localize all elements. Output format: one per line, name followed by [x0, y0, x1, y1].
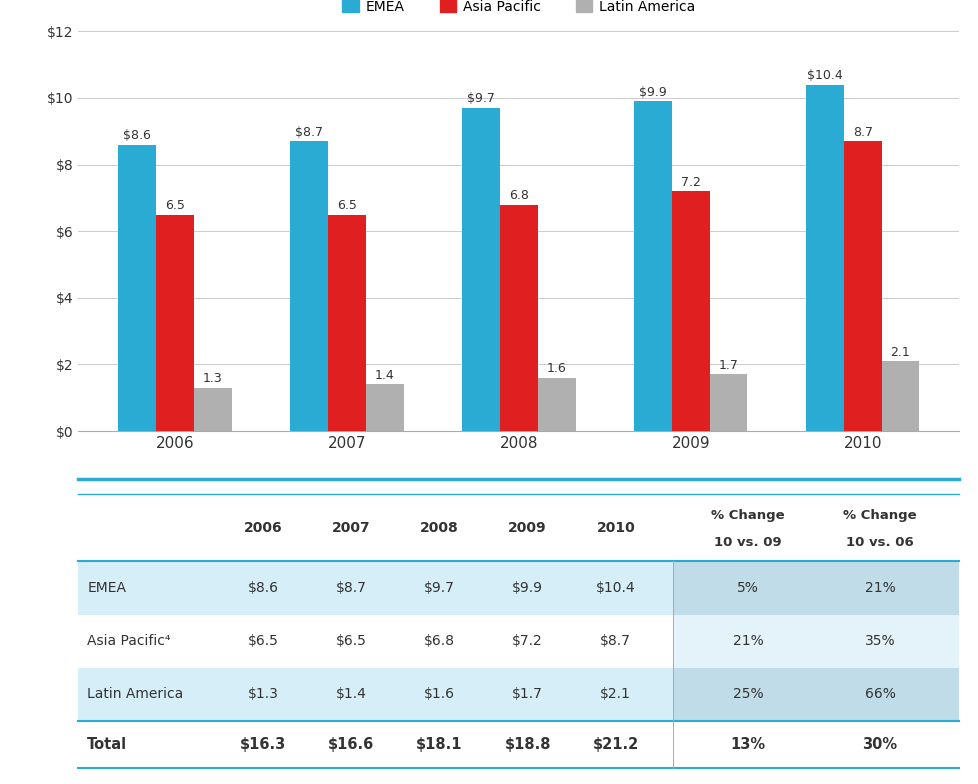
Text: 6.5: 6.5: [336, 199, 357, 212]
Text: 35%: 35%: [864, 634, 895, 648]
Text: 10 vs. 06: 10 vs. 06: [845, 535, 913, 549]
Bar: [78, 493, 673, 561]
Text: % Change: % Change: [710, 509, 784, 522]
Text: 21%: 21%: [732, 634, 763, 648]
Bar: [537, 378, 575, 431]
Text: $1.6: $1.6: [423, 688, 455, 702]
Text: $1.3: $1.3: [247, 688, 279, 702]
Text: 2.1: 2.1: [890, 346, 910, 358]
Text: $10.4: $10.4: [596, 581, 635, 595]
Text: $9.9: $9.9: [639, 85, 666, 99]
Text: 2007: 2007: [332, 521, 371, 535]
Text: $18.8: $18.8: [504, 737, 551, 752]
Bar: [500, 205, 537, 431]
Text: 6.5: 6.5: [165, 199, 185, 212]
Bar: [156, 215, 194, 431]
Text: $1.7: $1.7: [511, 688, 543, 702]
Text: $6.5: $6.5: [335, 634, 367, 648]
Text: $9.7: $9.7: [423, 581, 455, 595]
Text: 25%: 25%: [732, 688, 763, 702]
Bar: [78, 615, 673, 668]
Text: 6.8: 6.8: [509, 189, 528, 202]
Bar: [671, 191, 709, 431]
Text: 1.3: 1.3: [202, 372, 223, 385]
Text: 8.7: 8.7: [852, 125, 871, 139]
Text: 66%: 66%: [864, 688, 895, 702]
Text: $10.4: $10.4: [806, 69, 842, 82]
Bar: [843, 141, 880, 431]
Text: 1.6: 1.6: [547, 362, 566, 376]
Bar: [709, 375, 747, 431]
Text: % Change: % Change: [842, 509, 916, 522]
Text: 2008: 2008: [420, 521, 459, 535]
Bar: [366, 384, 403, 431]
Text: 13%: 13%: [730, 737, 765, 752]
Text: $6.5: $6.5: [247, 634, 279, 648]
Bar: [194, 388, 232, 431]
Bar: [462, 108, 500, 431]
Text: 10 vs. 09: 10 vs. 09: [713, 535, 781, 549]
Text: 2006: 2006: [244, 521, 283, 535]
Bar: [673, 615, 958, 668]
Bar: [673, 668, 958, 721]
Text: $1.4: $1.4: [335, 688, 367, 702]
Legend: EMEA, Asia Pacific, Latin America: EMEA, Asia Pacific, Latin America: [336, 0, 700, 20]
Text: 2009: 2009: [508, 521, 547, 535]
Bar: [673, 721, 958, 768]
Text: $16.6: $16.6: [328, 737, 375, 752]
Text: Latin America: Latin America: [87, 688, 183, 702]
Bar: [673, 493, 958, 561]
Text: $7.2: $7.2: [511, 634, 543, 648]
Bar: [880, 361, 918, 431]
Text: 2010: 2010: [596, 521, 635, 535]
Bar: [118, 144, 156, 431]
Bar: [78, 721, 673, 768]
Text: $8.7: $8.7: [294, 125, 323, 139]
Text: $8.7: $8.7: [600, 634, 631, 648]
Text: $8.6: $8.6: [123, 129, 151, 142]
Text: $16.3: $16.3: [240, 737, 287, 752]
Text: 1.4: 1.4: [375, 368, 394, 382]
Text: $9.9: $9.9: [511, 581, 543, 595]
Text: $8.7: $8.7: [335, 581, 367, 595]
Bar: [289, 141, 328, 431]
Bar: [328, 215, 366, 431]
Text: 1.7: 1.7: [718, 359, 737, 372]
Bar: [78, 668, 673, 721]
Text: $2.1: $2.1: [600, 688, 631, 702]
Text: 21%: 21%: [864, 581, 895, 595]
Text: 5%: 5%: [736, 581, 758, 595]
Text: Asia Pacific⁴: Asia Pacific⁴: [87, 634, 170, 648]
Text: $8.6: $8.6: [247, 581, 279, 595]
Bar: [673, 561, 958, 615]
Text: Total: Total: [87, 737, 127, 752]
Text: EMEA: EMEA: [87, 581, 126, 595]
Text: $6.8: $6.8: [423, 634, 455, 648]
Text: 7.2: 7.2: [680, 176, 700, 189]
Text: $21.2: $21.2: [592, 737, 639, 752]
Text: $9.7: $9.7: [467, 93, 495, 105]
Bar: [78, 561, 673, 615]
Bar: [634, 101, 671, 431]
Text: $18.1: $18.1: [416, 737, 463, 752]
Bar: [805, 85, 843, 431]
Text: 30%: 30%: [862, 737, 897, 752]
